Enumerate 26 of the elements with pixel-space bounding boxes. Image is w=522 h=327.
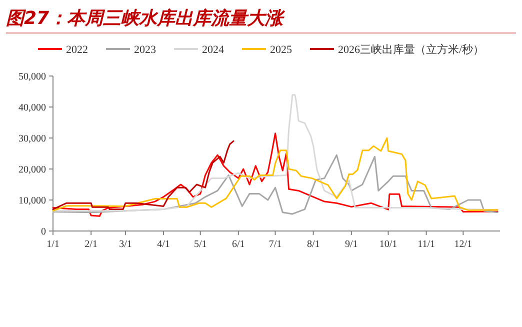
x-tick-label: 7/1 bbox=[268, 239, 282, 250]
y-tick-label: 40,000 bbox=[18, 102, 46, 114]
legend-label: 2023 bbox=[134, 44, 156, 56]
y-tick-label: 0 bbox=[41, 226, 46, 238]
y-tick-label: 20,000 bbox=[18, 164, 46, 176]
legend-label: 2022 bbox=[66, 44, 88, 56]
legend-label: 2024 bbox=[202, 44, 224, 56]
x-tick-label: 6/1 bbox=[232, 239, 245, 250]
legend-label: 2026三峡出库量（立方米/秒） bbox=[338, 43, 484, 56]
x-tick-label: 4/1 bbox=[157, 239, 170, 250]
line-series bbox=[52, 140, 234, 210]
x-tick-label: 10/1 bbox=[379, 239, 398, 250]
title: 图27：本周三峡水库出库流量大涨 bbox=[6, 8, 284, 29]
x-tick-label: 8/1 bbox=[306, 239, 320, 250]
x-tick-label: 12/1 bbox=[454, 239, 472, 250]
x-tick-label: 5/1 bbox=[194, 239, 207, 250]
legend-label: 2025 bbox=[270, 44, 292, 56]
x-tick-label: 1/1 bbox=[46, 239, 60, 250]
line-series bbox=[52, 154, 498, 215]
y-tick-label: 30,000 bbox=[18, 134, 46, 144]
x-tick-label: 9/1 bbox=[345, 239, 358, 250]
y-tick-label: 50,000 bbox=[18, 72, 46, 82]
x-tick-label: 3/1 bbox=[119, 239, 132, 250]
x-tick-label: 2/1 bbox=[84, 239, 98, 250]
x-tick-label: 11/1 bbox=[418, 239, 436, 250]
y-tick-label: 10,000 bbox=[18, 196, 46, 206]
